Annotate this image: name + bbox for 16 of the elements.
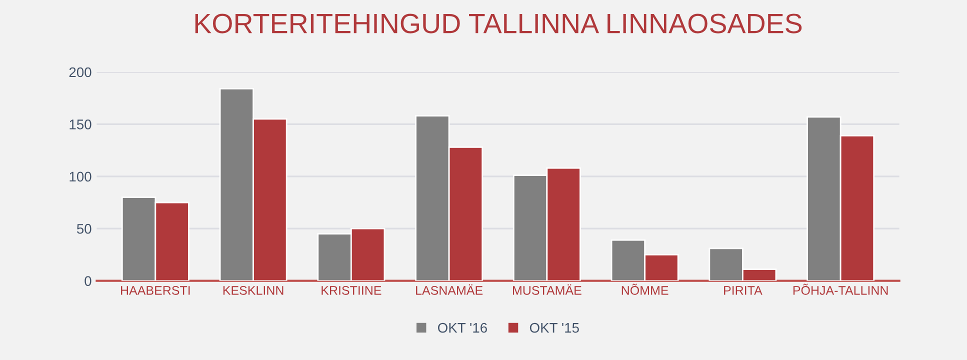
x-tick-label: MUSTAMÄE (513, 284, 582, 295)
chart-title: KORTERITEHINGUD TALLINNA LINNAOSADES (195, 14, 802, 34)
legend-label: OKT '15 (530, 322, 579, 333)
y-tick-label: 150 (70, 120, 92, 130)
y-tick-label: 0 (84, 276, 92, 286)
x-tick-label: HAABERSTI (121, 286, 190, 295)
y-tick-label: 200 (69, 67, 92, 78)
x-tick-label: NÕMME (622, 284, 668, 295)
y-tick-label: 100 (70, 172, 92, 182)
x-tick-label: PIRITA (724, 286, 762, 295)
y-tick-label: 50 (76, 224, 92, 234)
x-tick-label: LASNAMÄE (416, 284, 483, 295)
x-tick-label: KESKLINN (223, 286, 284, 295)
x-tick-label: KRISTIINE (322, 286, 382, 295)
x-tick-label: PÕHJA-TALLINN (793, 284, 888, 295)
legend-label: OKT '16 (438, 322, 487, 333)
